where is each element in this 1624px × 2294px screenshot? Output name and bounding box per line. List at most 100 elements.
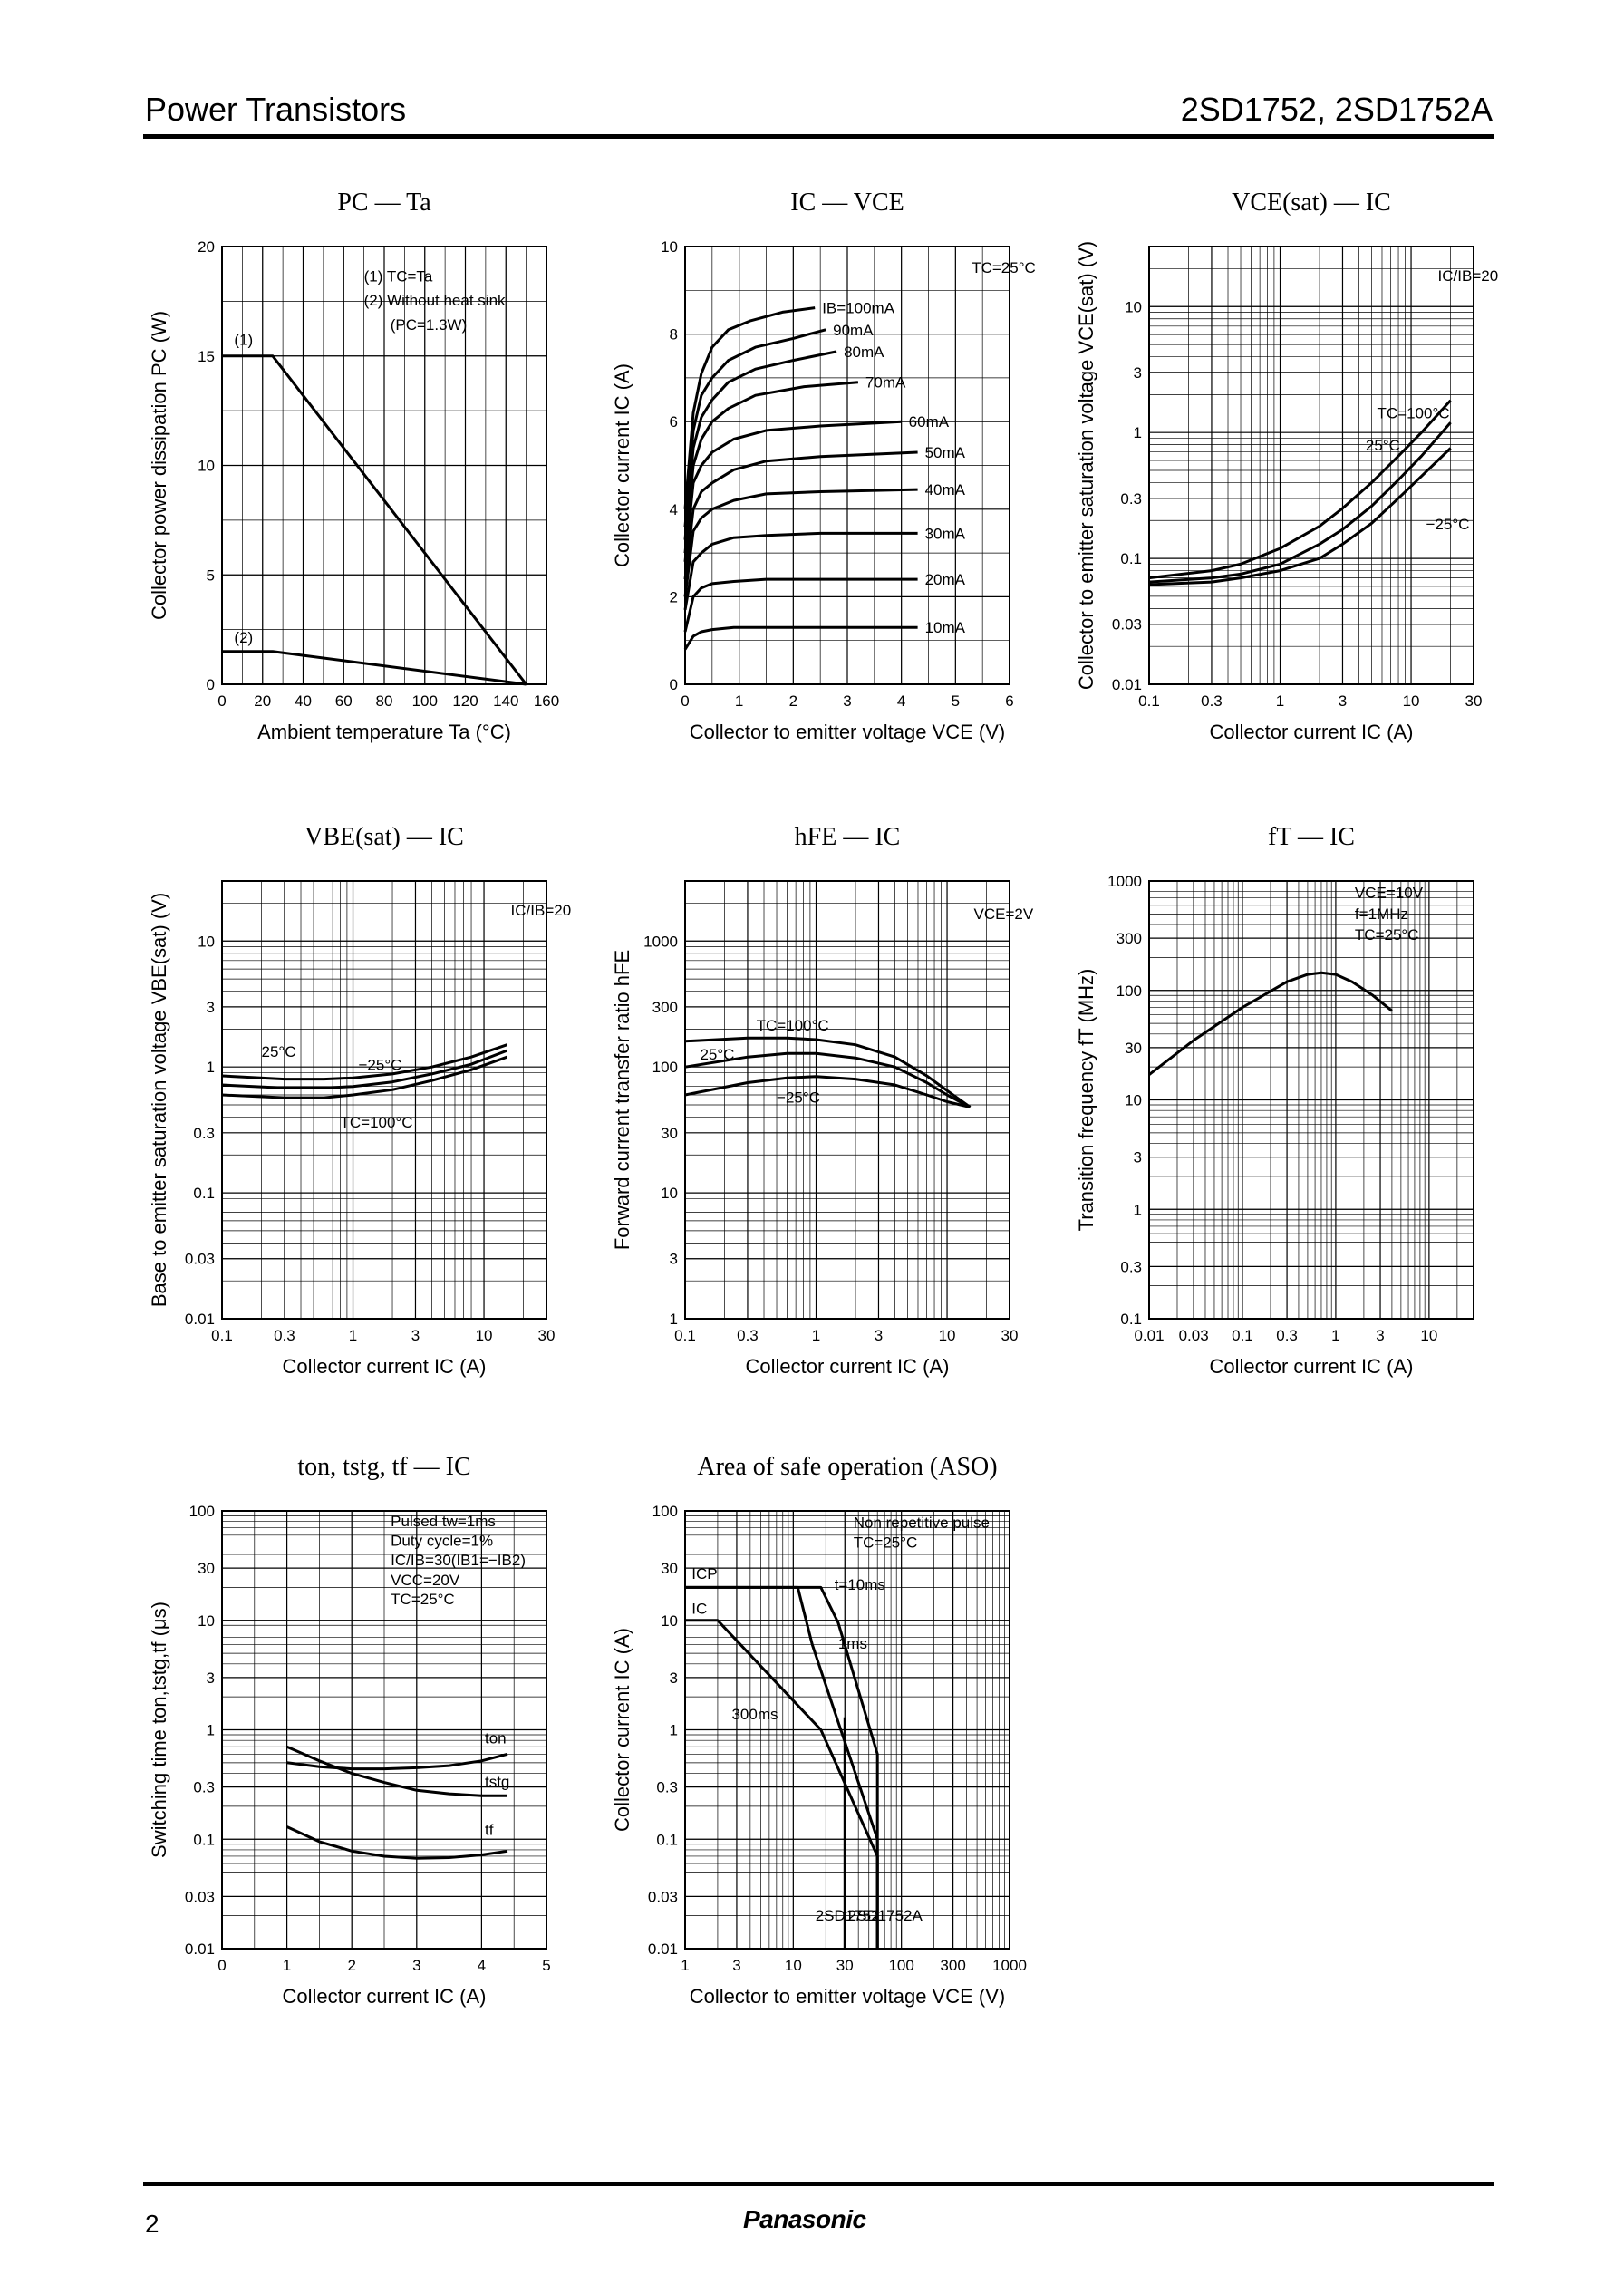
chart-annotation: (2) Without heat sink xyxy=(364,292,506,309)
x-tick-label: 3 xyxy=(843,692,851,710)
y-tick-label: 3 xyxy=(1134,364,1142,382)
y-tick-label: 1 xyxy=(207,1722,215,1739)
x-tick-label: 4 xyxy=(897,692,905,710)
y-tick-label: 0.1 xyxy=(656,1831,678,1848)
chart-annotation: TC=25°C xyxy=(972,259,1036,276)
y-tick-label: 3 xyxy=(207,1670,215,1687)
chart-annotation: (PC=1.3W) xyxy=(391,316,468,334)
series-line xyxy=(222,650,527,686)
chart-annotation: f=1MHz xyxy=(1355,905,1408,923)
x-tick-label: 1 xyxy=(812,1327,820,1344)
y-tick-label: 1000 xyxy=(1107,873,1142,890)
y-axis-label: Switching time ton,tstg,tf (μs) xyxy=(148,1602,170,1858)
x-tick-label: 5 xyxy=(542,1957,550,1974)
series-line xyxy=(683,381,859,554)
y-tick-label: 30 xyxy=(661,1125,678,1142)
x-tick-label: 30 xyxy=(1465,692,1483,710)
chart-title: hFE — IC xyxy=(795,823,901,851)
plot-frame xyxy=(221,1510,547,1950)
header-part-numbers: 2SD1752, 2SD1752A xyxy=(1180,91,1493,128)
brand-logo: Panasonic xyxy=(743,2205,866,2233)
y-tick-label: 1 xyxy=(670,1311,678,1328)
y-tick-label: 0.03 xyxy=(185,1251,215,1268)
chart-annotation: −25°C xyxy=(777,1089,820,1107)
x-tick-label: 300 xyxy=(940,1957,965,1974)
series-line xyxy=(683,531,918,611)
chart-annotation: 300ms xyxy=(731,1706,778,1723)
y-tick-label: 0.01 xyxy=(185,1311,215,1328)
chart-annotation: VCE=10V xyxy=(1355,885,1424,902)
x-tick-label: 140 xyxy=(493,692,518,710)
series-label: 10mA xyxy=(925,619,966,636)
plot-frame xyxy=(221,246,547,685)
x-tick-label: 1000 xyxy=(992,1957,1027,1974)
y-tick-label: 30 xyxy=(661,1560,678,1577)
y-tick-label: 10 xyxy=(1125,298,1142,315)
x-tick-label: 3 xyxy=(1376,1327,1384,1344)
x-tick-label: 0 xyxy=(681,692,689,710)
x-tick-label: 3 xyxy=(875,1327,883,1344)
series-label: 60mA xyxy=(909,413,950,431)
y-tick-label: 1 xyxy=(1134,1201,1142,1218)
series-line xyxy=(221,1049,508,1089)
chart-annotation: TC=100°C xyxy=(1378,404,1450,421)
y-tick-label: 2 xyxy=(670,588,678,605)
series-line xyxy=(684,1051,972,1108)
x-tick-label: 100 xyxy=(412,692,438,710)
y-tick-label: 5 xyxy=(207,566,215,584)
series-label: 30mA xyxy=(925,525,966,542)
y-tick-label: 10 xyxy=(198,933,215,950)
series-line xyxy=(684,1036,972,1108)
y-tick-label: 0.1 xyxy=(193,1185,215,1202)
chart-annotation: 25°C xyxy=(1366,437,1400,454)
y-tick-label: 0.01 xyxy=(648,1941,678,1958)
series-line xyxy=(683,577,918,633)
chart-title: PC — Ta xyxy=(337,189,431,217)
x-tick-label: 0.1 xyxy=(211,1327,233,1344)
y-tick-label: 10 xyxy=(661,1185,678,1202)
y-tick-label: 10 xyxy=(661,238,678,256)
x-tick-label: 1 xyxy=(1276,692,1284,710)
series-line xyxy=(285,1825,508,1860)
x-tick-label: 3 xyxy=(411,1327,420,1344)
y-tick-label: 0 xyxy=(670,676,678,693)
x-tick-label: 1 xyxy=(283,1957,291,1974)
series-label: 40mA xyxy=(925,481,966,498)
y-tick-label: 3 xyxy=(670,1670,678,1687)
x-tick-label: 120 xyxy=(452,692,478,710)
y-tick-label: 8 xyxy=(670,326,678,344)
x-axis-label: Collector to emitter voltage VCE (V) xyxy=(690,721,1005,743)
chart-annotation: ICP xyxy=(691,1565,717,1583)
y-tick-label: 0 xyxy=(207,676,215,693)
plot-frame xyxy=(221,880,547,1320)
x-tick-label: 5 xyxy=(952,692,960,710)
y-tick-label: 1 xyxy=(670,1722,678,1739)
chart-annotation: TC=25°C xyxy=(854,1534,918,1552)
chart-annotation: (1) TC=Ta xyxy=(364,268,433,286)
header-rule xyxy=(143,134,1494,139)
y-tick-label: 0.03 xyxy=(1112,616,1142,634)
y-axis-label: Collector current IC (A) xyxy=(611,363,633,567)
y-tick-label: 0.01 xyxy=(1112,676,1142,693)
y-tick-label: 100 xyxy=(652,1059,678,1076)
x-tick-label: 80 xyxy=(376,692,393,710)
y-tick-label: 0.1 xyxy=(1120,1311,1142,1328)
chart-annotation: Duty cycle=1% xyxy=(391,1532,493,1549)
series-line xyxy=(222,354,527,685)
x-tick-label: 0.1 xyxy=(1232,1327,1253,1344)
chart-ft_ic: 0.01 0.03 0.1 0.3 1 3 10 0.1 0.3 1 3 10 30 100 300 1000… xyxy=(1075,823,1474,1378)
y-tick-label: 0.3 xyxy=(1120,1258,1142,1275)
x-tick-label: 2 xyxy=(347,1957,355,1974)
series-line xyxy=(683,420,902,562)
chart-annotation: tstg xyxy=(485,1774,509,1791)
series-line xyxy=(221,1055,508,1099)
chart-annotation: IC/IB=30(IB1=−IB2) xyxy=(391,1552,526,1569)
y-tick-label: 0.3 xyxy=(193,1125,215,1142)
chart-annotation: 25°C xyxy=(262,1043,296,1060)
series-line xyxy=(685,1619,879,1949)
plot-frame xyxy=(684,1510,1010,1950)
y-tick-label: 0.03 xyxy=(648,1888,678,1905)
series-line xyxy=(683,625,918,651)
x-tick-label: 10 xyxy=(476,1327,493,1344)
